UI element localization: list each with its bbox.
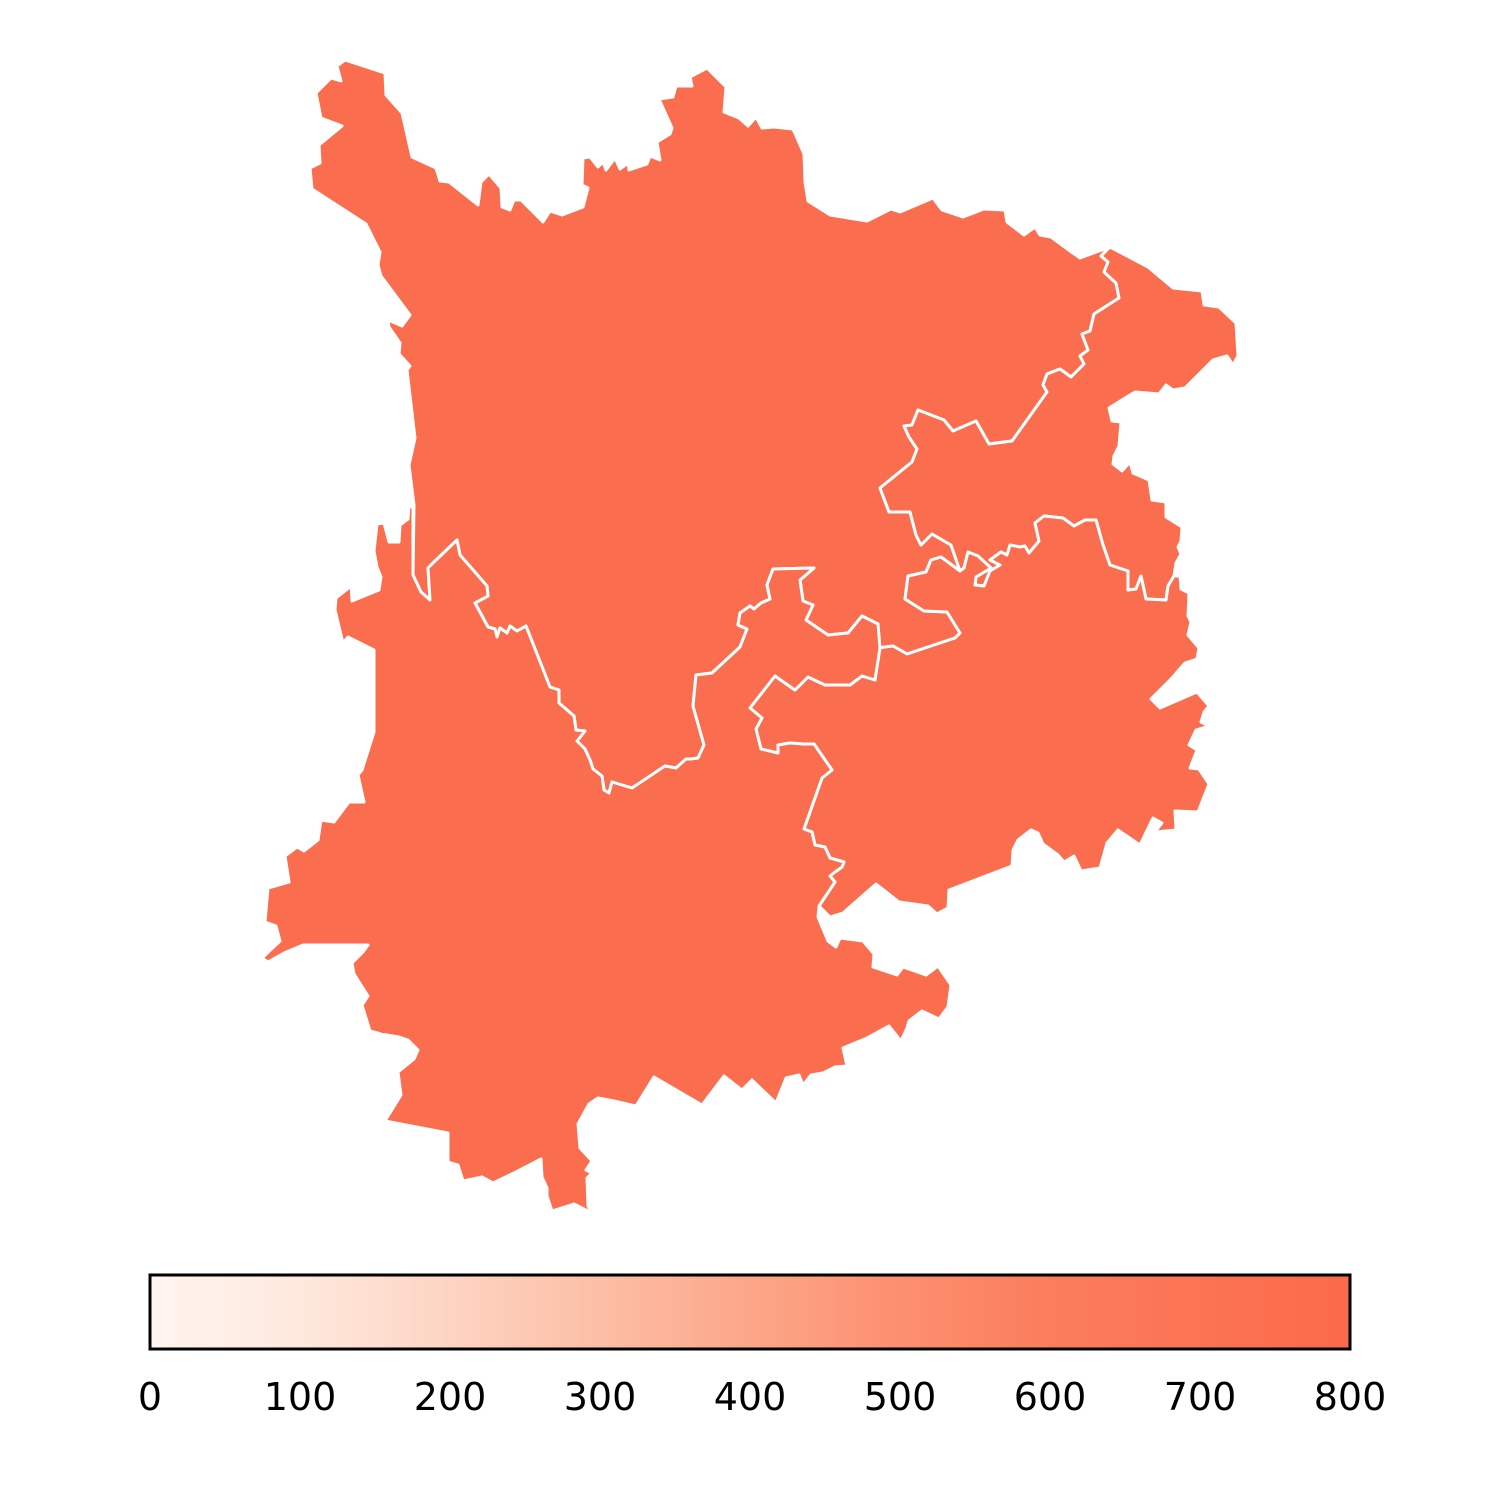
- colorbar-tick-label: 200: [414, 1375, 487, 1419]
- colorbar-tick-label: 800: [1314, 1375, 1387, 1419]
- colorbar-tick-label: 400: [714, 1375, 787, 1419]
- colorbar-gradient: [148, 1273, 1352, 1351]
- colorbar-tick-label: 0: [138, 1375, 162, 1419]
- colorbar-tick-label: 600: [1014, 1375, 1087, 1419]
- colorbar-ticks: 0 100 200 300 400 500 600 700 800: [138, 1375, 1386, 1419]
- colorbar-tick-label: 100: [264, 1375, 337, 1419]
- colorbar: 0 100 200 300 400 500 600 700 800: [138, 1273, 1386, 1419]
- colorbar-tick-label: 300: [564, 1375, 637, 1419]
- region-southwest[interactable]: [260, 503, 953, 1215]
- map-regions: [260, 58, 1240, 1215]
- colorbar-tick-label: 500: [864, 1375, 937, 1419]
- colorbar-tick-label: 700: [1164, 1375, 1237, 1419]
